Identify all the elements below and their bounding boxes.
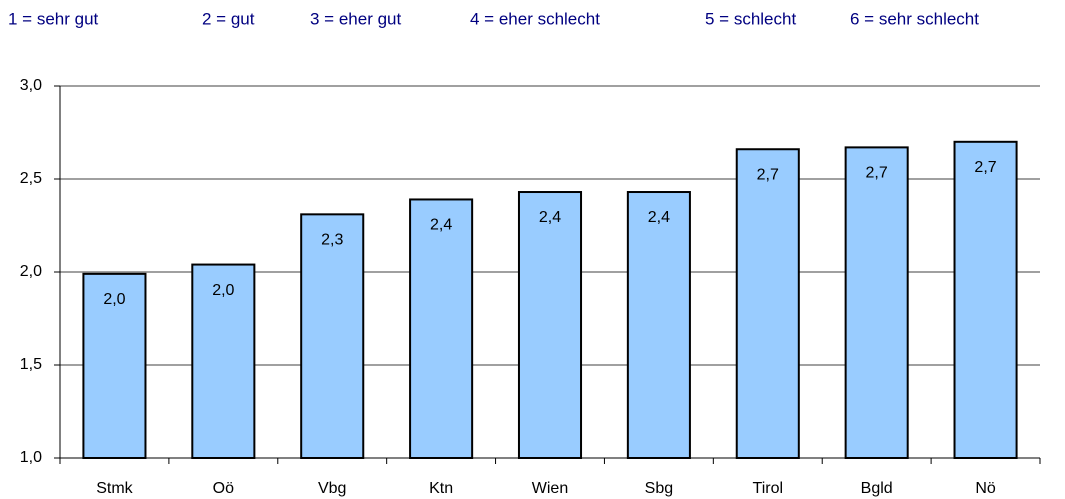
value-label: 2,0 bbox=[212, 282, 234, 299]
bar bbox=[82, 272, 147, 459]
value-label: 2,4 bbox=[430, 217, 452, 234]
bar bbox=[409, 198, 474, 460]
bar bbox=[844, 146, 909, 459]
y-tick-label: 2,5 bbox=[20, 170, 42, 187]
legend-item: 1 = sehr gut bbox=[8, 9, 99, 28]
x-tick-label: Wien bbox=[532, 480, 568, 497]
value-label: 2,3 bbox=[321, 232, 343, 249]
x-tick-label: Ktn bbox=[429, 480, 453, 497]
y-tick-label: 2,0 bbox=[20, 263, 42, 280]
x-tick-label: Tirol bbox=[753, 480, 784, 497]
legend-item: 3 = eher gut bbox=[310, 9, 401, 28]
legend-item: 2 = gut bbox=[202, 9, 255, 28]
bar bbox=[735, 148, 800, 460]
y-tick-label: 3,0 bbox=[20, 77, 42, 94]
bar bbox=[191, 263, 256, 459]
bar bbox=[300, 213, 365, 459]
x-tick-label: Sbg bbox=[645, 480, 673, 497]
x-tick-label: Stmk bbox=[96, 480, 133, 497]
bar bbox=[517, 191, 583, 460]
value-label: 2,0 bbox=[103, 291, 125, 308]
bar bbox=[953, 140, 1018, 460]
legend-item: 4 = eher schlecht bbox=[470, 9, 600, 28]
x-tick-label: Vbg bbox=[318, 480, 346, 497]
x-tick-label: Bgld bbox=[861, 480, 893, 497]
legend-item: 6 = sehr schlecht bbox=[850, 9, 979, 28]
y-tick-label: 1,5 bbox=[20, 356, 42, 373]
value-label: 2,7 bbox=[974, 159, 996, 176]
x-tick-label: Oö bbox=[213, 480, 234, 497]
value-label: 2,7 bbox=[866, 165, 888, 182]
y-tick-label: 1,0 bbox=[20, 449, 42, 466]
legend-item: 5 = schlecht bbox=[705, 9, 796, 28]
value-label: 2,4 bbox=[539, 209, 561, 226]
value-label: 2,7 bbox=[757, 166, 779, 183]
x-tick-label: Nö bbox=[975, 480, 996, 497]
value-label: 2,4 bbox=[648, 209, 670, 226]
bar bbox=[626, 191, 691, 460]
